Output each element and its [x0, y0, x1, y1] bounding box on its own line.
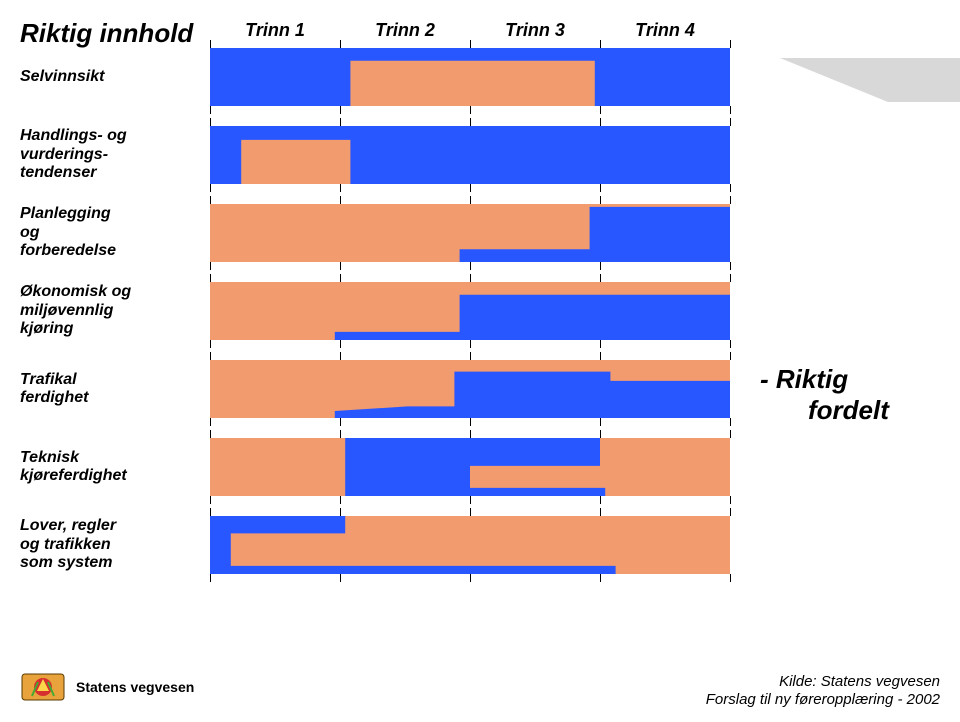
row-label: Handlings- ogvurderings-tendenser	[20, 126, 190, 184]
decorative-wedge	[780, 58, 960, 102]
column-header: Trinn 2	[340, 20, 470, 41]
annotation-line-1: - Riktig	[760, 364, 848, 394]
logo-block: Statens vegvesen	[20, 664, 194, 710]
row-label: Planleggingogforberedelse	[20, 204, 190, 262]
row-label: Lover, reglerog trafikkensom system	[20, 516, 190, 574]
chart-row: Selvinnsikt	[20, 48, 730, 106]
annotation-line-2: fordelt	[760, 395, 889, 425]
chart-row: Lover, reglerog trafikkensom system	[20, 516, 730, 574]
vegvesen-logo-icon	[20, 664, 66, 710]
page-title: Riktig innhold	[20, 18, 193, 49]
row-label: Tekniskkjøreferdighet	[20, 438, 190, 496]
row-label: Trafikalferdighet	[20, 360, 190, 418]
chart-row: Økonomisk ogmiljøvennligkjøring	[20, 282, 730, 340]
tick-group	[210, 430, 730, 504]
tick-group	[210, 274, 730, 348]
source-line-1: Kilde: Statens vegvesen	[706, 673, 940, 692]
column-header: Trinn 4	[600, 20, 730, 41]
column-header: Trinn 1	[210, 20, 340, 41]
tick-group	[210, 40, 730, 114]
chart-row: Tekniskkjøreferdighet	[20, 438, 730, 496]
logo-text: Statens vegvesen	[76, 679, 194, 695]
column-headers: Trinn 1Trinn 2Trinn 3Trinn 4	[210, 20, 730, 41]
footer: Statens vegvesen Kilde: Statens vegvesen…	[20, 664, 940, 710]
chart-row: Planleggingogforberedelse	[20, 204, 730, 262]
tick-group	[210, 508, 730, 582]
chart-row: Handlings- ogvurderings-tendenser	[20, 126, 730, 184]
tick-group	[210, 196, 730, 270]
chart-row: Trafikalferdighet	[20, 360, 730, 418]
tick-group	[210, 352, 730, 426]
tick-group	[210, 118, 730, 192]
source-line-2: Forslag til ny føreropplæring - 2002	[706, 691, 940, 710]
row-label: Økonomisk ogmiljøvennligkjøring	[20, 282, 190, 340]
annotation: - Riktig fordelt	[760, 364, 889, 426]
source-citation: Kilde: Statens vegvesen Forslag til ny f…	[706, 673, 940, 711]
column-header: Trinn 3	[470, 20, 600, 41]
row-label: Selvinnsikt	[20, 48, 190, 106]
